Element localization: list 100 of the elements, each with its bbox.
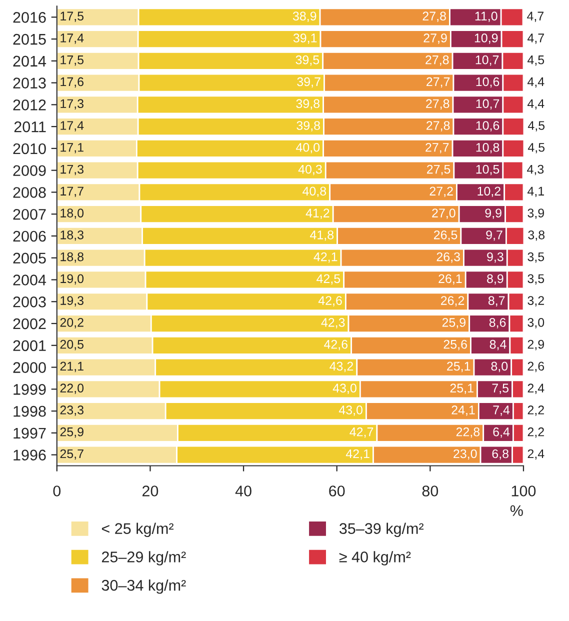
- data-label: 43,2: [330, 362, 354, 372]
- data-label: 40,0: [296, 142, 320, 154]
- data-label: 17,6: [60, 77, 84, 88]
- data-label: 4,1: [528, 186, 544, 198]
- data-label: 10,8: [476, 142, 500, 154]
- data-label: 17,7: [60, 186, 84, 198]
- data-label: 38,9: [292, 12, 316, 22]
- data-label: 42,7: [350, 427, 374, 438]
- data-label: 25,9: [60, 427, 84, 438]
- data-label: 39,5: [296, 55, 320, 66]
- data-label: 8,6: [489, 318, 506, 328]
- data-label: 17,3: [60, 99, 84, 110]
- data-label: 26,5: [434, 230, 458, 241]
- y-tick-label: 2014: [13, 56, 46, 67]
- data-label: 25,1: [450, 384, 474, 394]
- data-label: 27,7: [426, 77, 450, 88]
- data-label: 6,4: [493, 427, 510, 438]
- data-label: 27,0: [432, 208, 456, 219]
- data-label: 9,9: [485, 208, 502, 219]
- data-label: 22,8: [456, 427, 480, 438]
- data-label: 39,8: [296, 99, 320, 110]
- data-label: 9,7: [486, 230, 502, 241]
- data-label: 42,6: [324, 340, 348, 350]
- data-label: 42,1: [346, 449, 370, 460]
- y-tick-label: 2010: [13, 143, 46, 154]
- data-label: 18,8: [60, 252, 84, 263]
- data-label: 42,6: [318, 296, 342, 306]
- data-label: 42,1: [314, 252, 338, 263]
- data-label: 42,3: [321, 318, 345, 328]
- legend-label: ≥ 40 kg/m²: [339, 551, 411, 566]
- data-label: 10,7: [476, 99, 500, 110]
- data-label: 25,6: [444, 340, 467, 350]
- data-label: 27,9: [424, 34, 447, 44]
- data-label: 2,9: [528, 340, 544, 350]
- y-tick-label: 2013: [13, 78, 46, 88]
- data-label: 8,0: [491, 362, 508, 372]
- data-label: 26,2: [440, 296, 464, 306]
- legend-label: 25–29 kg/m²: [102, 551, 186, 566]
- y-tick-label: 1996: [14, 450, 46, 460]
- data-label: 39,8: [296, 121, 320, 132]
- data-label: 7,5: [492, 384, 508, 394]
- data-label: 4,5: [528, 56, 544, 66]
- data-label: 26,1: [438, 274, 462, 285]
- data-label: 10,7: [476, 55, 499, 66]
- data-label: 27,8: [426, 99, 450, 110]
- legend-label: < 25 kg/m²: [102, 522, 174, 538]
- data-label: 27,8: [426, 121, 450, 132]
- data-label: 25,7: [60, 449, 84, 460]
- data-label: 23,3: [60, 406, 84, 416]
- data-label: 40,3: [298, 164, 322, 176]
- data-label: 41,2: [306, 208, 330, 219]
- y-tick-label: 2008: [13, 187, 46, 198]
- x-tick-label: 100: [512, 486, 536, 496]
- x-tick-label: 80: [422, 486, 438, 496]
- data-label: 11,0: [475, 12, 498, 22]
- legend-label: 30–34 kg/m²: [102, 580, 186, 594]
- data-label: 17,3: [60, 164, 84, 176]
- data-label: 39,1: [293, 34, 317, 44]
- data-label: 25,1: [447, 362, 470, 372]
- data-label: 21,1: [60, 362, 84, 372]
- data-label: 17,4: [60, 34, 84, 44]
- data-label: 20,2: [60, 318, 84, 328]
- data-label: 4,4: [528, 99, 544, 110]
- data-label: 27,8: [426, 55, 449, 66]
- data-label: 3,2: [528, 296, 544, 306]
- data-label: 10,9: [474, 34, 498, 44]
- data-label: 10,2: [478, 186, 500, 198]
- y-tick-label: 2005: [13, 252, 46, 264]
- data-label: 20,5: [60, 340, 84, 350]
- x-axis-title: %: [510, 505, 523, 516]
- data-label: 6,8: [492, 449, 508, 460]
- data-label: 3,0: [528, 318, 544, 328]
- data-label: 27,2: [430, 186, 453, 198]
- data-label: 4,5: [528, 121, 545, 132]
- y-tick-label: 1998: [14, 406, 46, 417]
- y-tick-label: 2012: [13, 100, 46, 110]
- data-label: 3,5: [528, 274, 544, 285]
- data-label: 23,0: [454, 449, 477, 460]
- y-tick-label: 2015: [13, 34, 46, 45]
- data-label: 8,9: [487, 274, 504, 285]
- y-tick-label: 2004: [13, 274, 46, 286]
- data-label: 17,4: [60, 121, 84, 132]
- data-label: 24,1: [452, 406, 475, 416]
- data-label: 10,6: [476, 121, 500, 132]
- data-label: 40,8: [302, 186, 326, 198]
- data-label: 27,7: [426, 142, 449, 154]
- data-label: 3,5: [528, 252, 544, 263]
- y-tick-label: 1999: [14, 384, 46, 395]
- legend-label: 35–39 kg/m²: [339, 522, 424, 538]
- data-label: 18,3: [60, 230, 84, 241]
- data-label: 17,5: [60, 12, 84, 22]
- data-label: 2,4: [528, 449, 544, 460]
- data-label: 25,9: [442, 318, 466, 328]
- data-label: 27,5: [426, 164, 450, 176]
- data-label: 8,7: [488, 296, 505, 306]
- y-tick-label: 2001: [13, 340, 46, 352]
- data-label: 18,0: [60, 208, 84, 219]
- data-label: 2,4: [528, 384, 544, 394]
- data-label: 39,7: [297, 77, 320, 88]
- x-tick-label: 20: [142, 486, 158, 496]
